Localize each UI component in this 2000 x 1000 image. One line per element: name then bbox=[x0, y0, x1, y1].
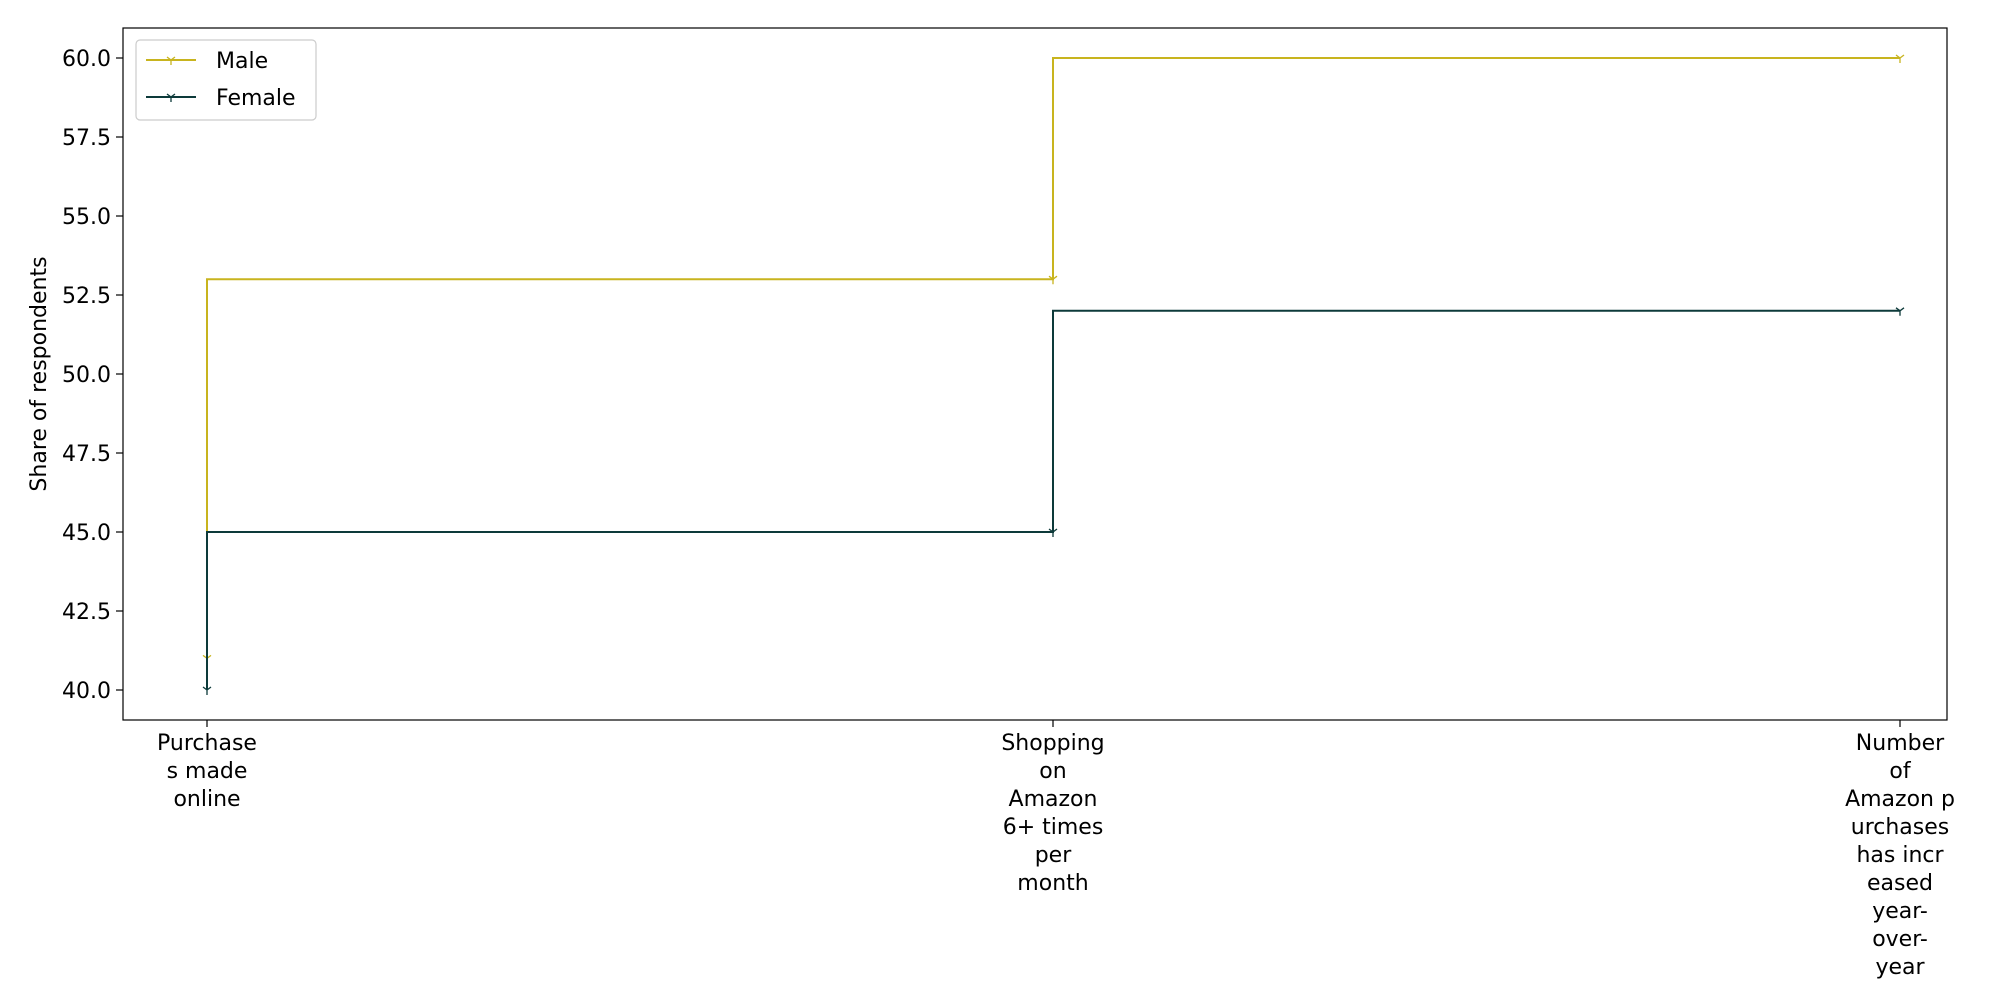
x-tick-label: s made bbox=[167, 759, 248, 784]
legend-marker-male bbox=[166, 56, 176, 65]
x-tick-label: year bbox=[1875, 955, 1925, 980]
plot-area bbox=[122, 27, 1948, 721]
x-tick-label: over- bbox=[1872, 927, 1928, 952]
x-tick-label: 6+ times bbox=[1003, 815, 1104, 840]
data-point-female bbox=[202, 686, 212, 695]
y-tick-label: 55.0 bbox=[62, 205, 111, 230]
x-tick-label: month bbox=[1017, 871, 1088, 896]
x-tick-label: Amazon p bbox=[1845, 787, 1955, 812]
y-tick-label: 60.0 bbox=[62, 47, 111, 72]
legend-marker-female bbox=[166, 93, 176, 102]
x-tick-label: eased bbox=[1867, 871, 1933, 896]
x-tick-label: on bbox=[1039, 759, 1066, 784]
x-tick-label: Purchase bbox=[157, 731, 257, 756]
series-line-female bbox=[206, 309, 1900, 690]
x-tick-label: online bbox=[173, 787, 240, 812]
y-tick-label: 50.0 bbox=[62, 363, 111, 388]
data-point-male bbox=[1895, 54, 1905, 63]
x-tick-label: of bbox=[1889, 759, 1911, 784]
x-tick-label: Number bbox=[1856, 731, 1945, 756]
x-tick-label: year- bbox=[1872, 899, 1928, 924]
x-tick-label: Amazon bbox=[1009, 787, 1098, 812]
x-tick-label: urchases bbox=[1851, 815, 1949, 840]
legend-label-female: Female bbox=[216, 86, 296, 111]
x-axis: Purchase s made online Shopping on Amazon 6+ t… bbox=[157, 720, 1955, 980]
y-axis: 40.0 42.5 45.0 47.5 50.0 52.5 55.0 57.5 60.0 bbox=[62, 47, 123, 704]
y-tick-label: 57.5 bbox=[62, 126, 111, 151]
legend: Male Female bbox=[135, 39, 317, 121]
data-point-female bbox=[1048, 528, 1058, 537]
y-tick-label: 52.5 bbox=[62, 284, 111, 309]
series-layer bbox=[202, 54, 1905, 695]
y-tick-label: 42.5 bbox=[62, 600, 111, 625]
y-axis-title: Share of respondents bbox=[27, 256, 52, 491]
legend-label-male: Male bbox=[216, 49, 268, 74]
x-tick-label: has incr bbox=[1856, 843, 1944, 868]
data-point-female bbox=[1895, 307, 1905, 316]
y-tick-label: 45.0 bbox=[62, 521, 111, 546]
data-point-male bbox=[1048, 275, 1058, 285]
x-tick-label: per bbox=[1035, 843, 1073, 868]
x-tick-label: Shopping bbox=[1001, 731, 1104, 756]
y-tick-label: 47.5 bbox=[62, 442, 111, 467]
y-tick-label: 40.0 bbox=[62, 679, 111, 704]
